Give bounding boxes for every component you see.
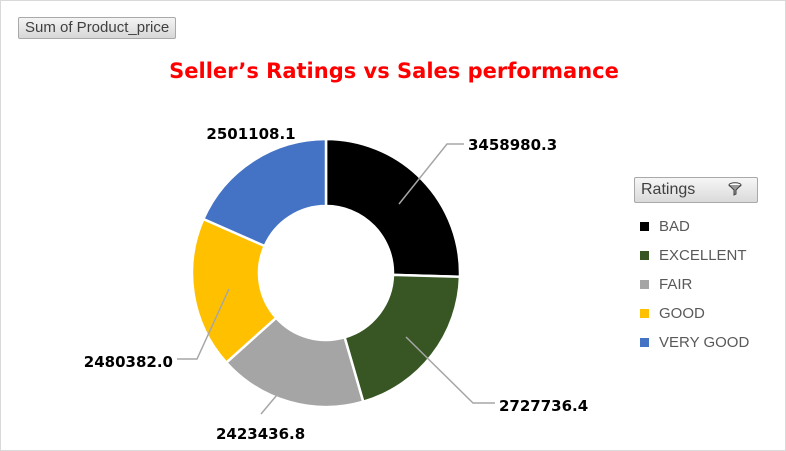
legend-label-excellent: EXCELLENT xyxy=(659,247,747,264)
slice-excellent[interactable] xyxy=(343,273,462,404)
data-label-very-good: 2501108.1 xyxy=(206,125,295,143)
legend-label-good: GOOD xyxy=(659,305,705,322)
leader-line-good xyxy=(177,288,230,360)
legend-label-very-good: VERY GOOD xyxy=(659,334,750,351)
filter-icon[interactable] xyxy=(727,181,743,197)
leader-line-fair xyxy=(260,382,288,415)
legend-item-good[interactable]: GOOD xyxy=(640,299,749,328)
data-label-fair: 2423436.8 xyxy=(216,425,305,443)
slice-very-good[interactable] xyxy=(201,137,328,248)
legend-swatch-very-good xyxy=(640,338,649,347)
data-label-excellent: 2727736.4 xyxy=(499,397,588,415)
legend-item-fair[interactable]: FAIR xyxy=(640,270,749,299)
data-label-bad: 3458980.3 xyxy=(468,136,557,154)
legend-label-fair: FAIR xyxy=(659,276,693,293)
legend-label-bad: BAD xyxy=(659,218,690,235)
sum-of-product-price-field-button[interactable]: Sum of Product_price xyxy=(18,17,177,39)
leader-line-excellent xyxy=(405,336,495,404)
legend-item-excellent[interactable]: EXCELLENT xyxy=(640,241,749,270)
chart-title: Seller’s Ratings vs Sales performance xyxy=(169,59,619,83)
legend-item-very-good[interactable]: VERY GOOD xyxy=(640,328,749,357)
legend-header-ratings[interactable]: Ratings xyxy=(634,177,758,203)
legend-header-label: Ratings xyxy=(641,181,696,198)
legend-swatch-bad xyxy=(640,222,649,231)
slice-bad[interactable] xyxy=(324,137,462,279)
legend: BAD EXCELLENT FAIR GOOD VERY GOOD xyxy=(640,212,749,357)
data-label-good: 2480382.0 xyxy=(84,353,173,371)
legend-swatch-good xyxy=(640,309,649,318)
legend-item-bad[interactable]: BAD xyxy=(640,212,749,241)
legend-swatch-fair xyxy=(640,280,649,289)
legend-swatch-excellent xyxy=(640,251,649,260)
leader-line-bad xyxy=(398,143,464,205)
